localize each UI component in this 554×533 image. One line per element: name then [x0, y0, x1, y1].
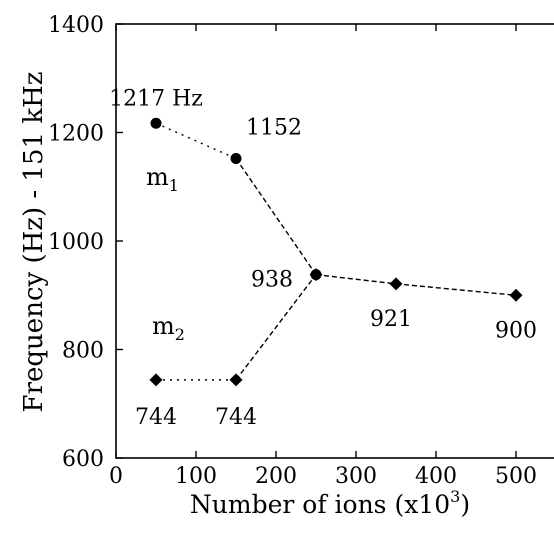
x-axis-label: Number of ions (x103): [190, 487, 470, 519]
data-label: 744: [215, 405, 257, 430]
data-label: 938: [251, 268, 293, 293]
series-m2-segment: [395, 283, 517, 296]
x-tick-label: 0: [109, 464, 123, 489]
series-m2-point: [389, 277, 403, 291]
y-tick-label: 1400: [48, 13, 104, 38]
data-label: 1152: [246, 116, 302, 141]
x-axis-label-close: ): [460, 490, 470, 519]
y-tick-label: 800: [62, 339, 104, 364]
data-label: 1217 Hz: [109, 86, 203, 111]
series-m2-point: [309, 268, 323, 282]
y-tick-label: 600: [62, 447, 104, 472]
x-tick-label: 500: [495, 464, 537, 489]
y-tick-label: 1200: [48, 122, 104, 147]
x-tick-label: 400: [415, 464, 457, 489]
x-tick-label: 300: [335, 464, 377, 489]
x-axis-label-main: Number of ions (x10: [190, 490, 450, 519]
series-label-m2-base: m: [152, 312, 175, 340]
y-tick-label: 1000: [48, 230, 104, 255]
y-axis-label: Frequency (Hz) - 151 kHz: [19, 72, 49, 413]
series-m2-point: [149, 373, 163, 387]
series-m1-point: [150, 117, 162, 129]
data-label: 921: [370, 307, 412, 332]
data-label: 900: [495, 318, 537, 343]
series-label-m1-sub: 1: [169, 176, 179, 195]
series-m1-segment: [155, 122, 237, 160]
series-m1-segment: [235, 158, 317, 276]
x-tick-label: 100: [175, 464, 217, 489]
x-tick-label: 200: [255, 464, 297, 489]
series-label-m1: m1: [146, 163, 179, 195]
series-m2-segment: [235, 274, 317, 381]
series-m2-point: [509, 288, 523, 302]
data-label: 744: [135, 405, 177, 430]
series-label-m2: m2: [152, 312, 185, 344]
series-m2-point: [229, 373, 243, 387]
series-label-m1-base: m: [146, 163, 169, 191]
series-m2-segment: [315, 273, 397, 285]
series-label-m2-sub: 2: [175, 325, 185, 344]
x-axis-label-exponent: 3: [450, 487, 460, 506]
series-m1-point: [230, 153, 242, 165]
